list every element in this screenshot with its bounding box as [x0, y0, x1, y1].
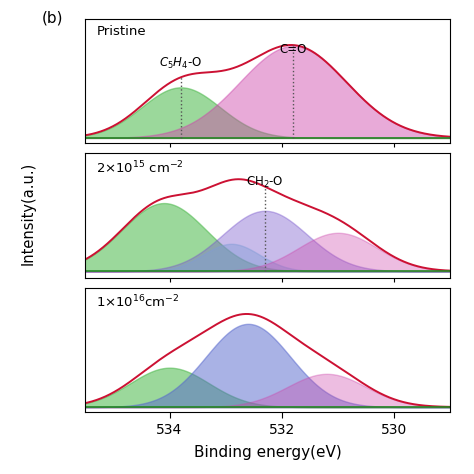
Text: Pristine: Pristine	[96, 25, 146, 38]
Text: CH$_2$-O: CH$_2$-O	[246, 175, 284, 190]
Text: C=O: C=O	[279, 43, 307, 56]
Text: $2{\times}10^{15}$ cm$^{-2}$: $2{\times}10^{15}$ cm$^{-2}$	[96, 160, 184, 176]
Text: Intensity(a.u.): Intensity(a.u.)	[21, 162, 36, 265]
Text: $1{\times}10^{16}$cm$^{-2}$: $1{\times}10^{16}$cm$^{-2}$	[96, 294, 180, 310]
Text: Binding energy(eV): Binding energy(eV)	[194, 445, 342, 460]
Text: $C_5H_4$-O: $C_5H_4$-O	[159, 56, 202, 71]
Text: (b): (b)	[41, 10, 63, 26]
